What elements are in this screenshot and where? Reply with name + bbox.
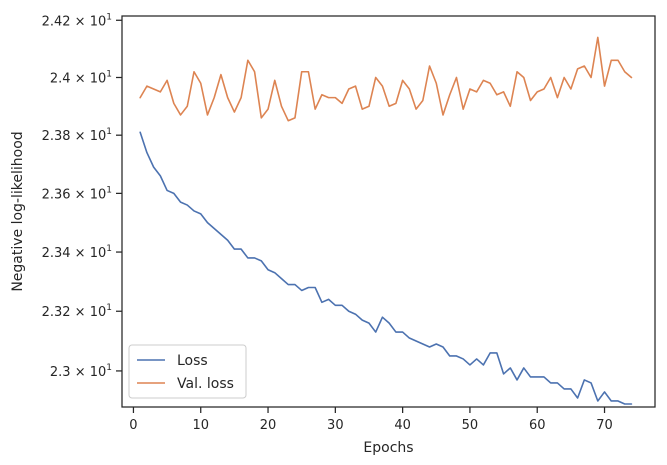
x-tick-label: 30 xyxy=(327,418,344,433)
x-tick-label: 40 xyxy=(394,418,411,433)
y-tick-label: 2.38 × 101 xyxy=(42,127,112,144)
y-tick-label: 2.34 × 101 xyxy=(42,244,112,261)
x-axis-label: Epochs xyxy=(363,440,413,456)
legend-label-val-loss: Val. loss xyxy=(177,376,234,392)
legend-label-loss: Loss xyxy=(177,353,208,369)
series-line-val-loss xyxy=(139,36,633,122)
y-tick-label: 2.42 × 101 xyxy=(42,12,112,29)
series-line-loss xyxy=(139,131,633,405)
legend-box xyxy=(128,344,247,399)
y-tick-label: 2.4 × 101 xyxy=(50,69,112,86)
y-tick-label: 2.36 × 101 xyxy=(42,185,112,202)
x-axis-ticks: 0 10 20 30 40 50 60 70 xyxy=(129,407,613,433)
x-tick-label: 60 xyxy=(529,418,546,433)
y-tick-label: 2.3 × 101 xyxy=(50,363,112,380)
y-tick-label: 2.32 × 101 xyxy=(42,303,112,320)
y-axis-label: Negative log-likelihood xyxy=(10,131,26,291)
x-tick-label: 20 xyxy=(260,418,277,433)
series-layer xyxy=(139,36,633,405)
x-tick-label: 50 xyxy=(462,418,479,433)
legend: Loss Val. loss xyxy=(128,344,247,399)
y-axis-ticks: 2.3 × 101 2.32 × 101 2.34 × 101 2.36 × 101 2… xyxy=(42,12,122,380)
x-tick-label: 0 xyxy=(129,418,137,433)
plot-frame xyxy=(121,15,656,408)
x-tick-label: 10 xyxy=(192,418,209,433)
x-tick-label: 70 xyxy=(596,418,613,433)
